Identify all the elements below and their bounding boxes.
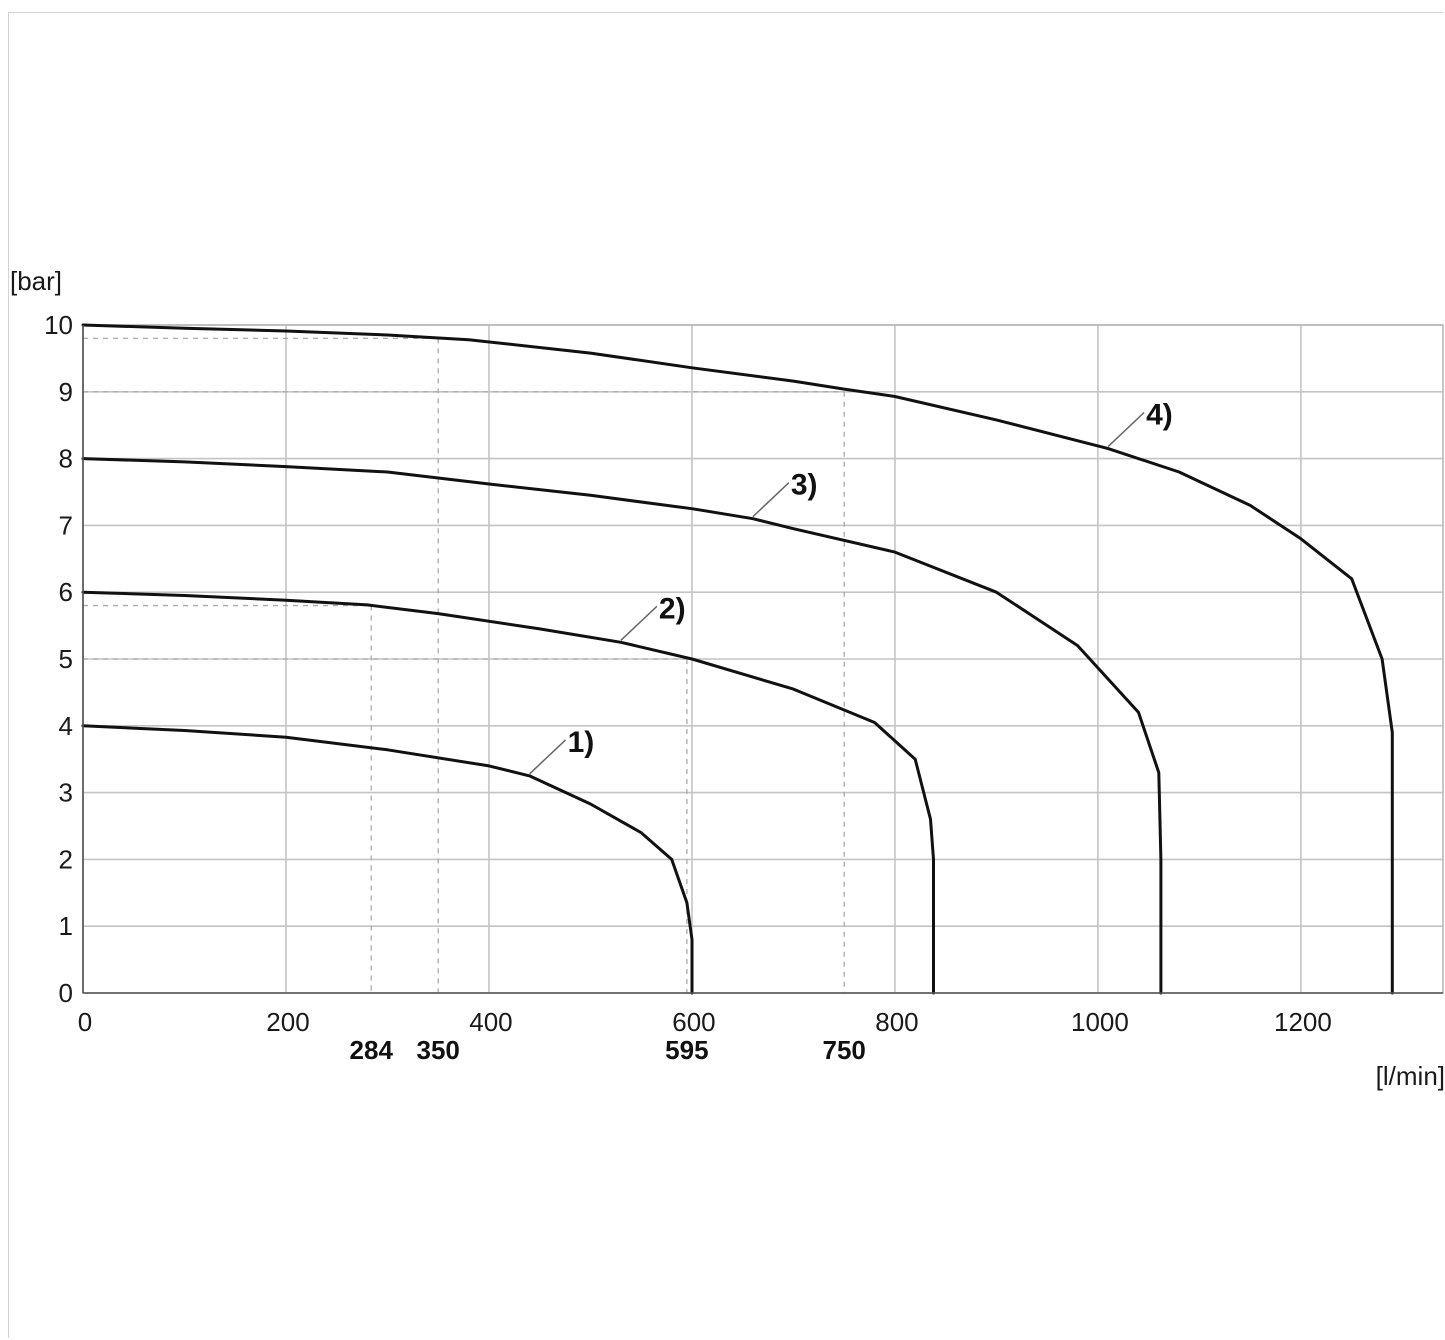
series-leader-line <box>752 482 790 518</box>
marked-x-value: 750 <box>822 1035 865 1065</box>
x-tick-label: 400 <box>469 1007 512 1037</box>
y-tick-label: 3 <box>59 778 73 808</box>
y-tick-label: 10 <box>44 310 73 340</box>
y-tick-label: 2 <box>59 844 73 874</box>
series-leader-line <box>1107 412 1145 448</box>
y-tick-label: 7 <box>59 510 73 540</box>
marked-x-value: 284 <box>350 1035 394 1065</box>
series-label: 2) <box>659 592 686 625</box>
chart-frame <box>8 12 1443 1338</box>
chart-series: 1) 2) 3) 4) <box>81 323 1394 995</box>
series-line <box>81 457 1163 995</box>
y-tick-label: 4 <box>59 711 73 741</box>
series-line <box>81 590 935 995</box>
reference-lines <box>83 337 845 993</box>
x-axis-unit: [l/min] <box>1376 1061 1445 1091</box>
y-tick-label: 6 <box>59 577 73 607</box>
series-line <box>81 724 694 995</box>
chart-axes: [bar] [l/min] 0 1 2 3 4 5 6 7 8 9 10 0 200 400 600 800 1… <box>10 266 1445 1091</box>
series-line <box>81 323 1394 995</box>
x-tick-label: 0 <box>78 1007 92 1037</box>
y-axis-unit: [bar] <box>10 266 62 296</box>
marked-x-value: 350 <box>417 1035 460 1065</box>
y-tick-label: 1 <box>59 911 73 941</box>
y-tick-label: 9 <box>59 377 73 407</box>
y-tick-label: 8 <box>59 444 73 474</box>
x-tick-label: 200 <box>266 1007 309 1037</box>
x-tick-label: 600 <box>672 1007 715 1037</box>
y-tick-label: 5 <box>59 644 73 674</box>
series-leader-line <box>620 605 658 641</box>
series-leader-line <box>529 739 567 775</box>
marked-x-value: 595 <box>665 1035 708 1065</box>
x-tick-label: 1000 <box>1071 1007 1129 1037</box>
y-tick-label: 0 <box>59 978 73 1008</box>
series-label: 1) <box>568 726 595 759</box>
x-tick-label: 800 <box>875 1007 918 1037</box>
x-tick-label: 1200 <box>1274 1007 1332 1037</box>
series-label: 3) <box>791 469 818 502</box>
series-label: 4) <box>1146 399 1173 432</box>
